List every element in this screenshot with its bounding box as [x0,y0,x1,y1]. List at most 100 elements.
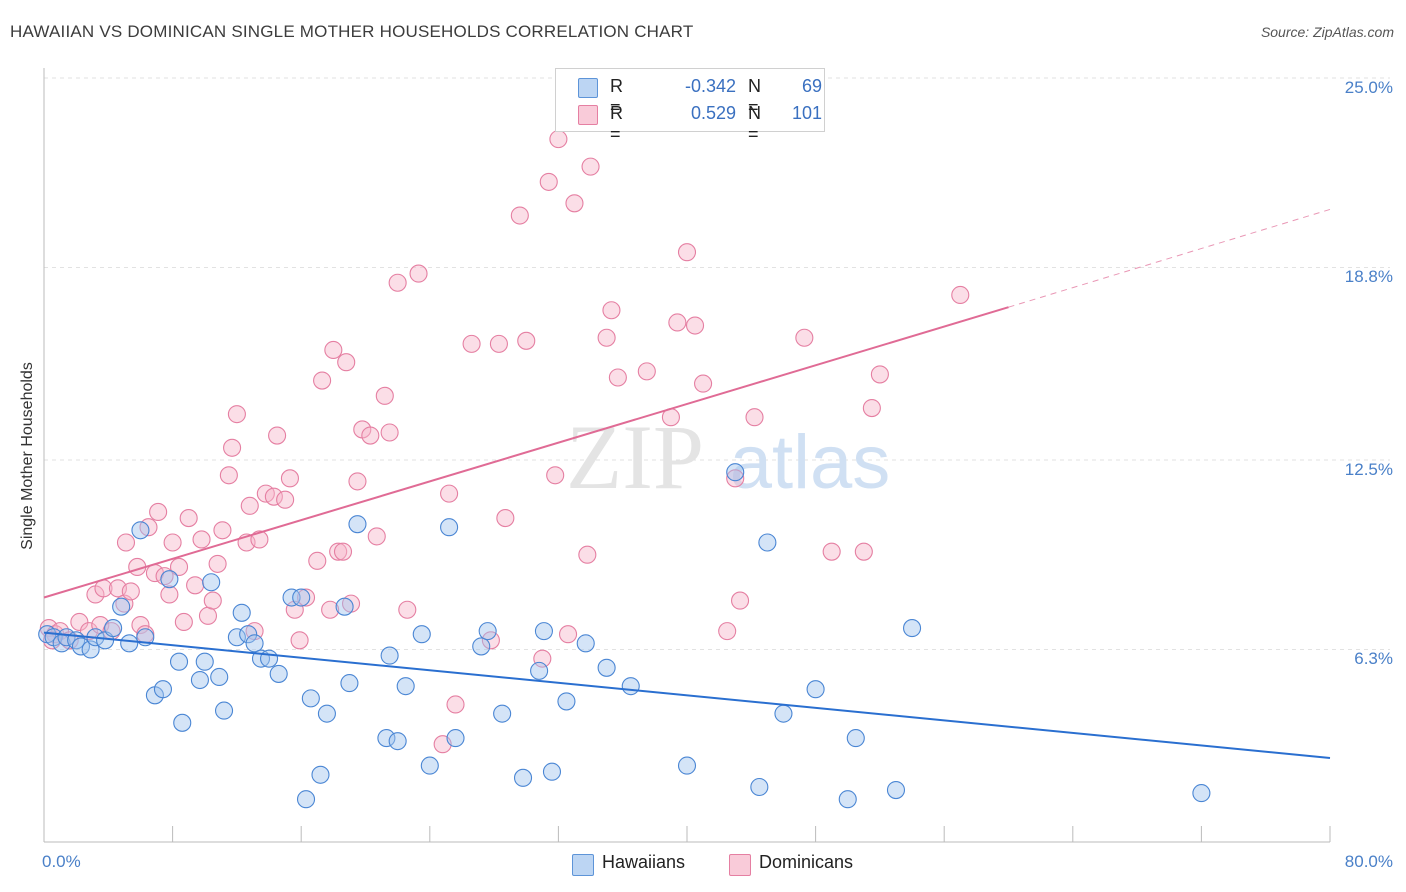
hawaiian-point [232,603,251,622]
correlation-legend: R = -0.342 N = 69 R = 0.529 N = 101 [555,68,825,144]
hawaiian-legend-swatch [572,854,594,876]
dominican-point [745,408,764,427]
dominican-point [264,487,283,506]
hawaiian-point [239,625,258,644]
dominican-point [160,585,179,604]
hawaiian-point [259,649,279,668]
dominican-point [313,371,332,390]
hawaiian-point [440,518,459,537]
dominican-point [510,206,529,225]
legend-r-value: 0.529 [690,103,736,123]
dominican-point [227,405,246,424]
hawaiian-point [750,777,769,797]
hawaiian-trend-line [43,631,1331,759]
dominican-point [250,530,269,549]
dominican-point [276,490,295,509]
legend-n-value: 101 [791,103,822,123]
hawaiian-point [57,628,76,647]
dominican-point [42,631,62,650]
hawaiian-point [677,756,697,775]
hawaiian-point [214,701,234,720]
hawaiian-point [292,588,311,607]
dominican-point [581,157,600,176]
dominican-point [489,334,508,353]
dominican-point [169,557,189,577]
hawaiian-point [530,661,549,680]
legend-n-value: 69 [801,76,822,96]
legend-r-label: R = [610,76,623,117]
dominican-point [198,606,218,625]
hawaiian-point [472,637,491,656]
dominican-point [440,484,459,503]
hawaiian-point [396,677,415,696]
dominican-point [409,264,428,283]
grid-lines [44,77,1390,650]
dominican-point [496,509,515,528]
hawaiian-point [153,680,173,699]
hawaiian-point [269,664,288,683]
dominican-point [240,496,259,515]
hawaiian-point [210,667,229,687]
dominican-point [549,130,568,149]
dominican-point [121,582,140,601]
axes [43,68,1331,843]
dominican-point [602,301,621,320]
dominican-point [280,469,299,488]
dominican-point [951,285,970,305]
hawaiian-point [446,729,465,748]
dominican-point [380,423,399,442]
dominican-point [446,695,465,714]
hawaiian-point [806,680,825,699]
hawaiian-point [412,625,431,644]
dominican-swatch [578,105,598,125]
hawaiian-point [886,780,906,800]
dominican-point [192,530,211,549]
hawaiian-point [282,588,301,607]
dominican-point [155,567,174,586]
dominican-point [223,438,242,457]
hawaiian-point [131,521,150,540]
hawaiian-point [846,729,865,748]
dominican-point [685,316,705,335]
dominican-point [668,313,687,332]
dominican-point [677,243,697,262]
y-tick-label: 6.3% [1354,649,1393,669]
dominican-point [163,533,182,552]
dominican-point [398,600,417,619]
dominican-point [308,551,327,570]
dominican-point [213,521,232,540]
legend-r-label: R = [610,103,623,144]
dominican-point [116,533,136,552]
dominican-point [608,368,627,387]
hawaiian-point [726,463,745,482]
hawaiian-point [71,637,91,656]
hawaiian-point [513,768,533,787]
dominican-point [329,542,348,561]
hawaiian-point [902,619,922,638]
dominican-point [730,591,750,610]
dominican-point [70,612,89,632]
dominican-legend-swatch [729,854,751,876]
hawaiian-point [195,652,214,671]
hawaiian-point [380,646,399,665]
hawaiian-point [311,765,330,784]
hawaiian-point [493,704,512,723]
dominican-legend-label: Dominicans [759,852,854,872]
hawaiian-point [160,570,179,589]
dominican-points [39,130,970,754]
y-tick-label: 25.0% [1344,78,1393,97]
dominican-point [219,466,238,485]
hawaiian-point [173,713,192,732]
legend-r-value: -0.342 [684,76,736,96]
dominican-point [149,502,168,522]
dominican-point [324,340,343,360]
dominican-point [546,466,565,485]
chart-title: HAWAIIAN VS DOMINICAN SINGLE MOTHER HOUS… [10,22,694,41]
hawaiian-point [420,756,439,775]
legend-n-label: N = [748,103,761,144]
source-credit: Source: ZipAtlas.com [1260,24,1394,40]
hawaiian-point [104,619,123,638]
hawaiian-point [296,790,316,809]
dominican-point [367,527,386,546]
dominican-point [822,542,841,561]
